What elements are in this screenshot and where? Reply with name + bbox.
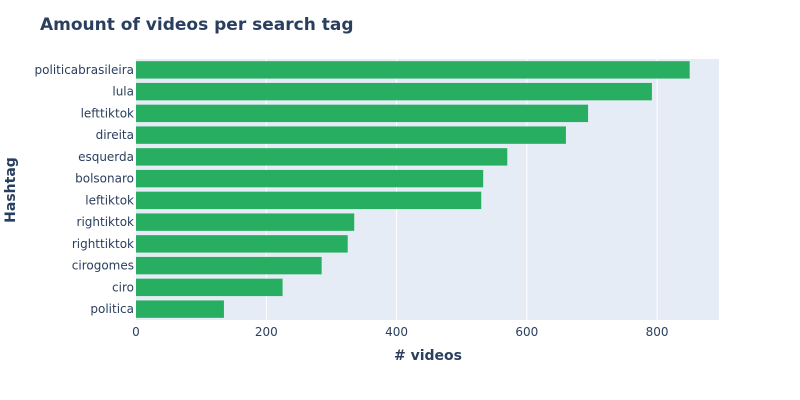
category-label-lula: lula [112,85,134,99]
category-label-direita: direita [96,128,134,142]
x-tick-label: 200 [255,325,278,339]
bar-direita [136,126,566,144]
x-tick-labels: 0 200 400 600 800 [132,325,668,339]
x-tick-label: 0 [132,325,140,339]
bar-ciro [136,278,283,297]
x-tick-label: 600 [515,325,538,339]
bar-lefttiktok [136,104,589,123]
bars [136,61,690,318]
x-axis-title: # videos [394,348,462,364]
bar-lula [136,82,652,101]
bar-rightiktok [136,213,355,231]
bar-bolsonaro [136,169,484,188]
category-label-politicabrasileira: politicabrasileira [35,63,134,77]
chart-title: Amount of videos per search tag [40,15,354,35]
bar-politica [136,300,224,318]
bar-politicabrasileira [136,61,690,79]
category-label-leftiktok: leftiktok [85,193,134,207]
category-label-lefttiktok: lefttiktok [81,106,134,120]
category-label-bolsonaro: bolsonaro [75,172,134,186]
category-label-cirogomes: cirogomes [72,259,134,273]
bar-cirogomes [136,256,322,275]
category-label-rightiktok: rightiktok [77,215,135,229]
category-labels: politicabrasileira lula lefttiktok direita e… [35,63,135,316]
category-label-politica: politica [90,302,134,316]
category-label-esquerda: esquerda [78,150,134,164]
x-tick-label: 800 [646,325,669,339]
category-label-righttiktok: righttiktok [72,237,134,251]
x-tick-label: 400 [385,325,408,339]
bar-righttiktok [136,235,348,253]
bar-leftiktok [136,191,482,210]
plot-area [136,59,719,320]
category-label-ciro: ciro [112,280,134,294]
gridlines [265,59,658,320]
y-axis-title: Hashtag [3,157,19,223]
bar-esquerda [136,148,508,166]
